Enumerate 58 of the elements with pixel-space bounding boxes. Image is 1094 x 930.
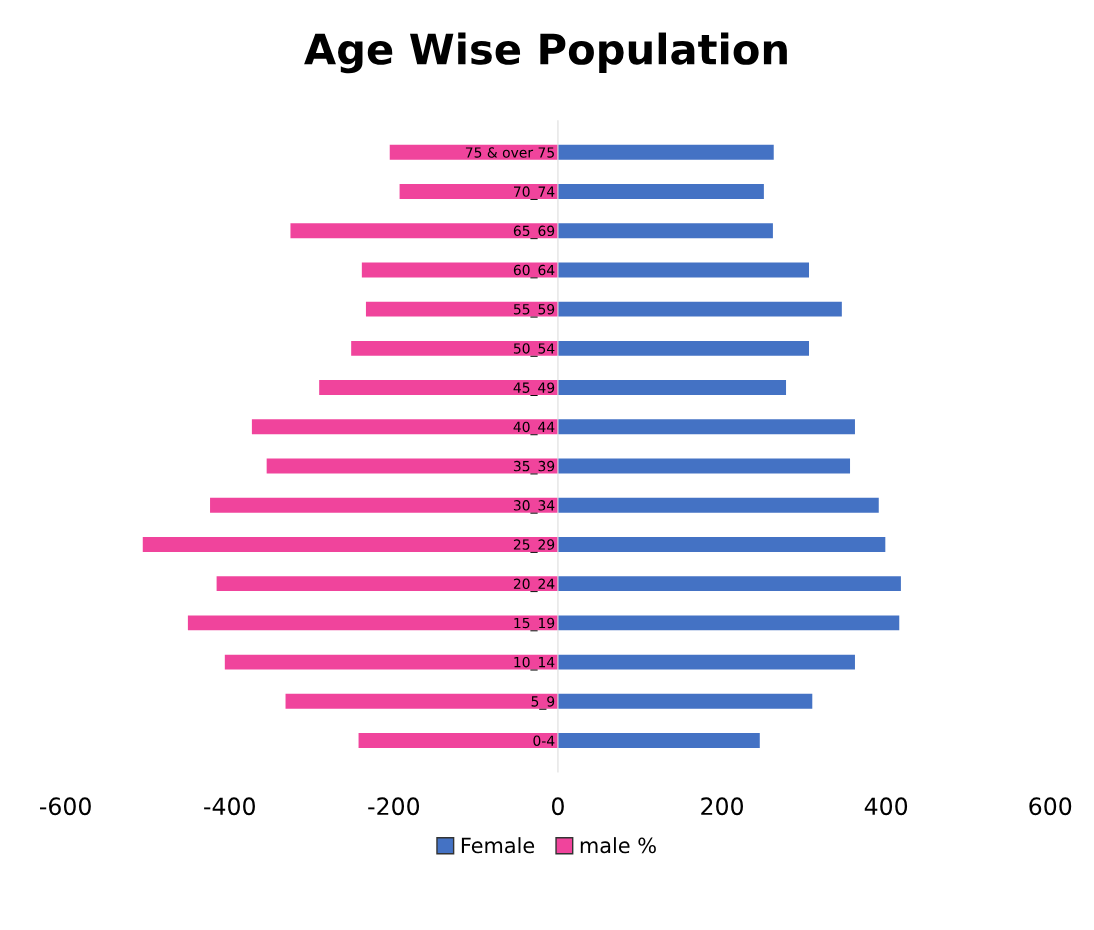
bar <box>557 458 851 474</box>
bar <box>216 576 558 592</box>
x-tick-label: -200 <box>368 797 420 816</box>
y-tick-label: 60_64 <box>513 264 555 279</box>
bar <box>557 419 855 435</box>
bar <box>557 262 810 278</box>
bar <box>557 144 774 160</box>
bar <box>285 693 558 709</box>
y-tick-label: 0-4 <box>533 735 555 746</box>
bar <box>557 340 810 356</box>
bar <box>266 458 558 474</box>
bar <box>557 380 787 396</box>
bar <box>187 615 558 631</box>
bar <box>142 536 558 552</box>
bar <box>389 144 558 160</box>
y-tick-label: 30_34 <box>513 500 555 514</box>
y-tick-label: 5_9 <box>531 696 555 710</box>
bar <box>557 615 900 631</box>
bar <box>251 419 558 435</box>
y-tick-label: 20_24 <box>513 578 555 593</box>
y-tick-label: 25_29 <box>513 539 555 553</box>
x-tick-label: 600 <box>1029 797 1072 816</box>
bar <box>399 184 558 199</box>
bar <box>557 223 773 239</box>
x-tick-label: -600 <box>40 797 91 816</box>
y-tick-label: 50_54 <box>513 343 555 357</box>
x-tick-label: 0 <box>551 797 564 816</box>
y-tick-label: 65_69 <box>513 225 555 240</box>
x-tick-label: -400 <box>204 797 255 816</box>
bar <box>557 301 842 317</box>
y-tick-label: 45_49 <box>513 382 555 396</box>
y-tick-label: 35_39 <box>513 460 555 475</box>
bar <box>358 733 558 748</box>
bar <box>557 693 813 709</box>
legend-label: male % <box>580 837 656 854</box>
x-tick-label: 200 <box>701 797 744 816</box>
bar <box>557 497 879 513</box>
y-tick-label: 40_44 <box>513 421 555 436</box>
bar <box>557 654 855 670</box>
bar <box>557 576 901 592</box>
bar <box>557 184 764 199</box>
bar <box>351 340 558 356</box>
y-tick-label: 55_59 <box>513 303 555 318</box>
y-tick-label: 70_74 <box>514 186 555 200</box>
y-tick-label: 75 & over 75 <box>465 147 554 158</box>
bar <box>361 262 558 278</box>
bar <box>557 536 886 552</box>
bar <box>319 380 558 396</box>
y-tick-label: 10_14 <box>514 656 555 671</box>
bar <box>557 733 760 748</box>
x-tick-label: 400 <box>864 797 908 816</box>
bar <box>290 223 558 239</box>
bar <box>210 497 558 513</box>
legend-label: Female <box>461 837 535 854</box>
y-tick-label: 15_19 <box>514 617 555 632</box>
bar <box>224 654 558 670</box>
bar <box>365 301 558 317</box>
chart-title: Age Wise Population <box>304 32 787 74</box>
